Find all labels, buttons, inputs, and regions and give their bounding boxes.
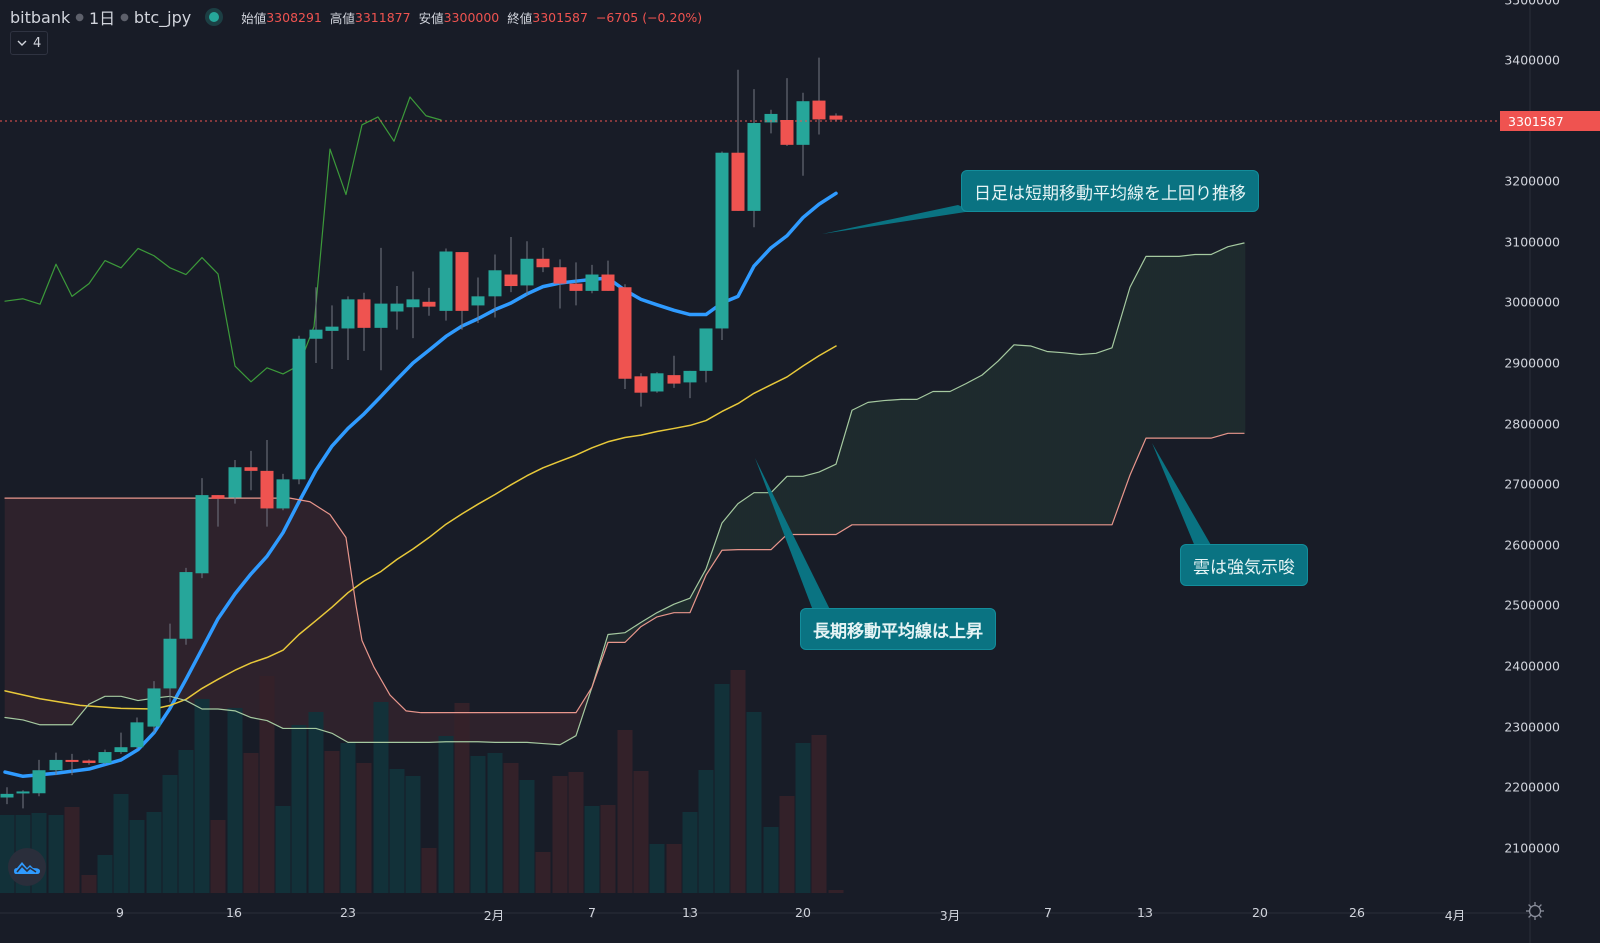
price-axis-label: 3000000 bbox=[1504, 294, 1560, 310]
time-axis-label: 7 bbox=[1044, 905, 1052, 920]
annotation-cloud[interactable]: 雲は強気示唆 bbox=[1180, 544, 1308, 586]
time-axis-label: 20 bbox=[795, 905, 811, 920]
tradingview-logo-icon bbox=[14, 862, 40, 874]
symbol-legend: bitbank ● 1日 ● btc_jpy 始値 3308291 高値 33118… bbox=[10, 5, 702, 29]
open-label: 始値 bbox=[241, 10, 267, 26]
candlesticks bbox=[0, 57, 843, 809]
high-value: 3311877 bbox=[354, 9, 411, 25]
time-axis-label: 2月 bbox=[483, 908, 505, 923]
market-status-dot-icon bbox=[209, 12, 220, 22]
time-axis-label: 16 bbox=[226, 905, 242, 920]
exchange-name[interactable]: bitbank bbox=[10, 7, 71, 27]
gear-icon[interactable] bbox=[1524, 900, 1546, 922]
interval-label[interactable]: 1日 bbox=[88, 9, 116, 28]
price-axis-label: 2600000 bbox=[1504, 537, 1560, 553]
chevron-down-icon bbox=[17, 40, 27, 46]
time-axis-label: 3月 bbox=[939, 908, 961, 923]
volume-bars bbox=[0, 670, 844, 893]
price-axis-label: 2900000 bbox=[1504, 355, 1560, 371]
indicator-lines bbox=[3, 96, 1245, 779]
price-axis-label: 2700000 bbox=[1504, 476, 1560, 492]
price-axis-label: 2400000 bbox=[1504, 658, 1560, 674]
time-axis-label: 23 bbox=[340, 905, 356, 920]
time-axis-label: 20 bbox=[1252, 905, 1268, 920]
price-axis-label: 3100000 bbox=[1504, 234, 1560, 250]
time-axis-label: 13 bbox=[682, 905, 698, 920]
time-axis-label: 9 bbox=[116, 905, 124, 920]
price-axis-label: 3500000 bbox=[1504, 0, 1560, 8]
price-axis-label: 2800000 bbox=[1504, 416, 1560, 432]
price-axis-label: 3200000 bbox=[1504, 173, 1560, 189]
price-axis-label: 2200000 bbox=[1504, 779, 1560, 795]
time-axis-label: 13 bbox=[1137, 905, 1153, 920]
price-axis-label: 3400000 bbox=[1504, 52, 1560, 68]
price-axis-label: 2300000 bbox=[1504, 719, 1560, 735]
annotation-short-ma[interactable]: 日足は短期移動平均線を上回り推移 bbox=[961, 170, 1259, 212]
time-axis-label: 7 bbox=[588, 905, 596, 920]
last-price-tag: 3301587 bbox=[1500, 111, 1600, 131]
annotation-text: 日足は短期移動平均線を上回り推移 bbox=[974, 183, 1246, 204]
indicator-count: 4 bbox=[33, 35, 42, 51]
open-value: 3308291 bbox=[266, 9, 322, 25]
time-axis-label: 4月 bbox=[1444, 908, 1466, 923]
close-label: 終値 bbox=[507, 10, 533, 26]
time-axis-label: 26 bbox=[1349, 905, 1365, 920]
tradingview-logo[interactable] bbox=[8, 848, 46, 886]
close-value: 3301587 bbox=[532, 9, 588, 25]
price-change: −6705 (−0.20%) bbox=[595, 9, 703, 25]
symbol-name[interactable]: btc_jpy bbox=[133, 7, 192, 27]
price-axis-label: 2100000 bbox=[1504, 840, 1560, 856]
annotation-text: 雲は強気示唆 bbox=[1193, 557, 1295, 578]
low-label: 安値 bbox=[418, 10, 444, 26]
high-label: 高値 bbox=[329, 10, 355, 26]
annotation-long-ma[interactable]: 長期移動平均線は上昇 bbox=[800, 608, 996, 650]
annotation-text: 長期移動平均線は上昇 bbox=[813, 621, 983, 642]
indicator-toggle-button[interactable]: 4 bbox=[10, 31, 49, 55]
price-axis-label: 2500000 bbox=[1504, 597, 1560, 613]
low-value: 3300000 bbox=[443, 9, 500, 25]
